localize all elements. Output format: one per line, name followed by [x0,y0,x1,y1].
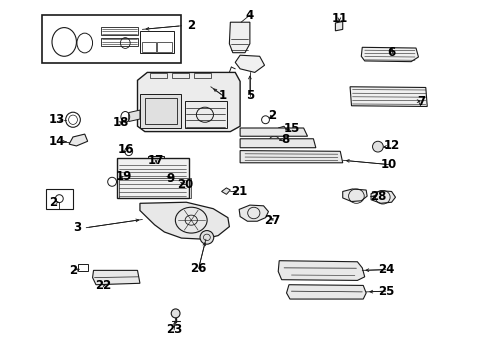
Text: 13: 13 [49,113,65,126]
Text: 24: 24 [378,263,395,276]
Bar [172,73,189,78]
Text: 23: 23 [166,323,182,336]
Ellipse shape [171,309,180,318]
Bar [42,15,181,63]
Ellipse shape [270,136,279,145]
Text: 2: 2 [69,264,77,277]
Polygon shape [350,87,427,107]
Text: 11: 11 [332,12,348,25]
Text: 1: 1 [219,89,227,102]
Ellipse shape [372,141,383,152]
Polygon shape [140,202,229,239]
Bar [117,158,189,198]
Text: 28: 28 [370,190,386,203]
Polygon shape [229,22,250,53]
Bar [140,31,174,53]
Bar [46,189,73,209]
Text: 21: 21 [231,185,247,198]
Bar [78,264,88,271]
Text: 19: 19 [116,170,132,183]
Bar [157,42,171,52]
Bar [119,178,191,198]
Text: 4: 4 [246,9,254,22]
Polygon shape [335,22,343,31]
Bar [101,38,138,45]
Text: 12: 12 [384,139,400,152]
Polygon shape [278,126,287,133]
Text: 16: 16 [118,143,134,156]
Text: 2: 2 [49,196,57,209]
Polygon shape [93,270,140,285]
Polygon shape [361,47,418,62]
Polygon shape [221,188,230,194]
Text: 18: 18 [112,116,128,129]
Text: 25: 25 [378,285,395,298]
Polygon shape [278,261,365,280]
Text: 14: 14 [49,135,65,148]
Text: 15: 15 [283,122,299,135]
Bar [148,156,164,163]
Polygon shape [235,55,265,72]
Text: 7: 7 [417,95,425,108]
Polygon shape [69,134,88,146]
Polygon shape [343,189,367,202]
Text: 8: 8 [281,133,289,146]
Bar [142,42,156,52]
Polygon shape [287,285,366,299]
Text: 9: 9 [167,172,175,185]
Ellipse shape [200,230,214,244]
Polygon shape [138,72,240,132]
Text: 10: 10 [381,158,397,171]
Text: 2: 2 [187,19,196,32]
Polygon shape [240,128,308,136]
Text: 5: 5 [246,89,254,102]
Bar [150,73,167,78]
Polygon shape [239,205,269,221]
Text: 2: 2 [268,109,276,122]
Text: 3: 3 [74,221,81,234]
Text: 20: 20 [177,178,194,191]
Polygon shape [371,191,395,203]
Bar [101,27,138,35]
Text: 6: 6 [388,46,396,59]
Bar [145,98,176,125]
Polygon shape [240,150,343,163]
Text: 27: 27 [264,214,280,227]
Text: 22: 22 [95,279,111,292]
Bar [140,94,181,128]
Polygon shape [129,110,140,122]
Bar [194,73,211,78]
Text: 26: 26 [191,262,207,275]
Text: 17: 17 [148,154,164,167]
Polygon shape [240,139,316,148]
Bar [185,101,227,128]
